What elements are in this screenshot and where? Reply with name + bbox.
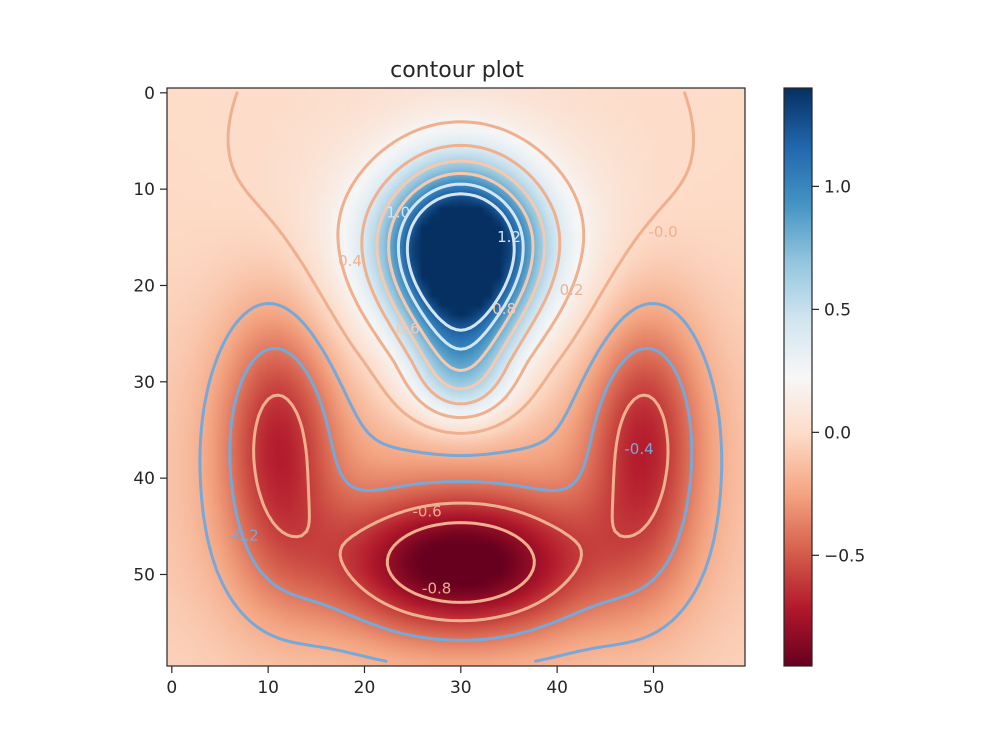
contour-line [405, 192, 516, 332]
contour-label: 0.8 [492, 300, 516, 318]
colorbar-gradient [784, 88, 812, 666]
contour-label: -0.6 [412, 502, 441, 520]
y-tick-label: 0 [144, 84, 155, 104]
colorbar-tick-label: 1.0 [824, 177, 851, 197]
y-axis: 0 10 20 30 40 50 [133, 84, 167, 585]
contour-label: -0.0 [648, 223, 677, 241]
y-tick-label: 50 [133, 565, 155, 585]
contour-label: 0.4 [338, 252, 362, 270]
contour-label: 0.6 [396, 319, 420, 337]
contour-line [198, 302, 724, 663]
colorbar-tick-label: 0.0 [824, 423, 851, 443]
colorbar-ticks: 1.0 0.5 0.0 −0.5 [812, 177, 865, 566]
contour-labels: 1.0 1.2 0.4 0.6 0.8 0.2 -0.0 -0.4 -0.6 -0.8 -0.2 [229, 204, 677, 598]
y-tick-label: 40 [133, 469, 155, 489]
heatmap-area: 1.0 1.2 0.4 0.6 0.8 0.2 -0.0 -0.4 -0.6 -0.8 -0.2 [167, 88, 745, 666]
contour-line [396, 182, 525, 351]
contour-line [360, 143, 562, 406]
contour-line [336, 120, 586, 420]
y-tick-label: 30 [133, 373, 155, 393]
x-axis: 0 10 20 30 40 50 [166, 666, 664, 698]
y-tick-label: 10 [133, 180, 155, 200]
colorbar-frame [783, 87, 813, 667]
contour-line [385, 521, 536, 604]
x-tick-label: 40 [546, 678, 568, 698]
y-tick-label: 20 [133, 276, 155, 296]
contour-line [375, 159, 547, 391]
contour-line [226, 91, 695, 435]
x-tick-label: 20 [354, 678, 376, 698]
contour-line [387, 171, 535, 372]
x-tick-label: 50 [643, 678, 665, 698]
contour-label: 0.2 [560, 281, 584, 299]
contour-label: -0.8 [422, 579, 451, 597]
x-tick-label: 0 [166, 678, 177, 698]
plot-frame [166, 87, 746, 667]
x-tick-label: 10 [257, 678, 279, 698]
contour-label: -0.2 [229, 527, 258, 545]
contour-label: 1.0 [386, 204, 410, 222]
contour-line [228, 346, 694, 642]
colorbar-tick-label: 0.5 [824, 300, 851, 320]
colorbar-tick-label: −0.5 [824, 546, 865, 566]
contour-line [252, 393, 670, 623]
x-tick-label: 30 [450, 678, 472, 698]
contour-label: 1.2 [497, 228, 521, 246]
contour-lines [198, 91, 724, 663]
colorbar: 1.0 0.5 0.0 −0.5 [783, 87, 865, 667]
contour-label: -0.4 [624, 440, 653, 458]
chart-title: contour plot [390, 58, 524, 83]
